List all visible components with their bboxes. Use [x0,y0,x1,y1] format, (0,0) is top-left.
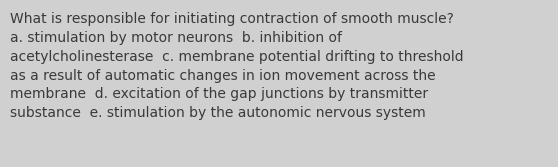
Text: What is responsible for initiating contraction of smooth muscle?
a. stimulation : What is responsible for initiating contr… [10,12,464,120]
